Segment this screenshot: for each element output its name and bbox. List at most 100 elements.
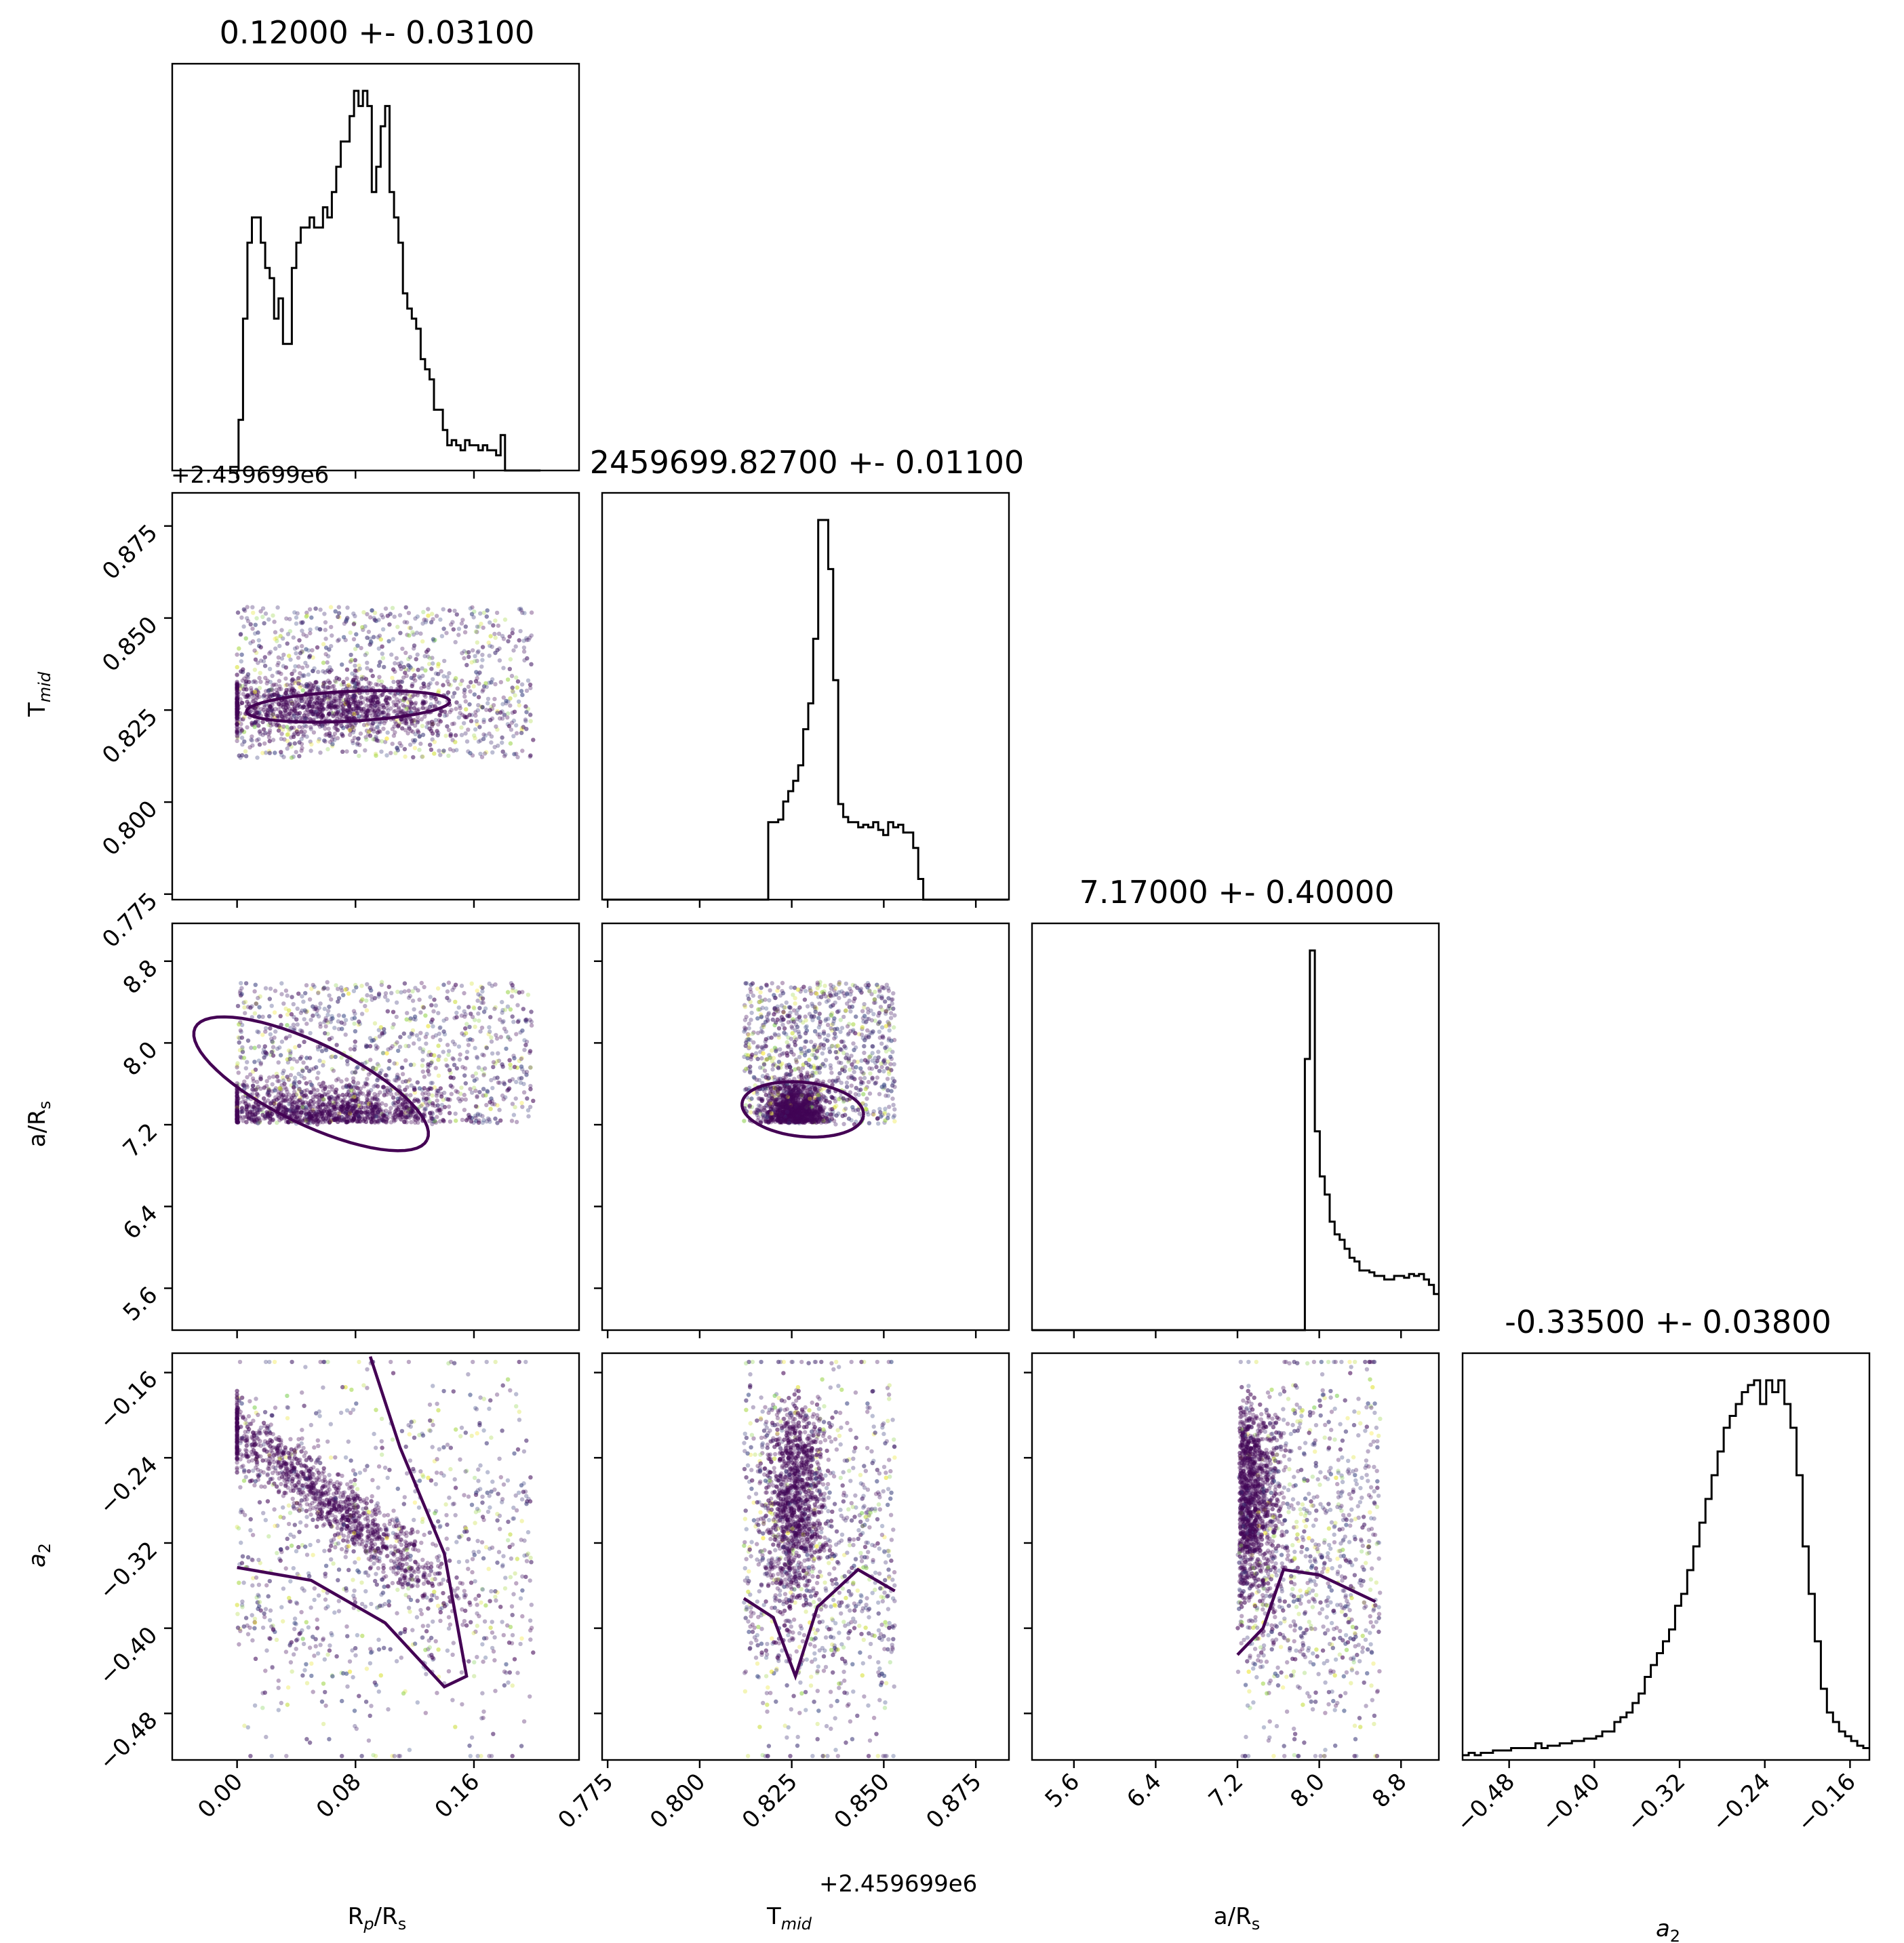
sample-point <box>270 683 275 688</box>
sample-point <box>480 1052 485 1057</box>
sample-point <box>454 1010 459 1016</box>
sample-point <box>449 708 454 713</box>
sample-point <box>276 1060 281 1065</box>
sample-point <box>370 713 374 719</box>
sample-point <box>285 641 290 646</box>
sample-point <box>387 1111 393 1116</box>
sample-point <box>375 730 380 735</box>
sample-point <box>327 993 332 998</box>
sample-point <box>426 647 431 652</box>
sample-point <box>404 721 409 726</box>
sample-point <box>245 1075 250 1080</box>
sample-point <box>319 705 324 710</box>
sample-point <box>235 686 239 691</box>
sample-point <box>316 669 321 675</box>
sample-point <box>390 605 395 610</box>
sample-point <box>380 652 384 656</box>
sample-point <box>497 658 502 663</box>
sample-point <box>431 677 435 682</box>
sample-point <box>257 675 262 681</box>
sample-point <box>529 1009 534 1014</box>
sample-point <box>273 637 277 641</box>
sample-point <box>256 1044 262 1049</box>
sample-point <box>514 1119 519 1125</box>
sample-point <box>381 685 386 689</box>
sample-point <box>235 664 239 670</box>
sample-point <box>475 640 479 645</box>
sample-point <box>309 748 313 753</box>
sample-point <box>286 1048 292 1053</box>
sample-point <box>319 723 325 728</box>
sample-point <box>337 715 342 720</box>
sample-point <box>273 1029 278 1034</box>
sample-point <box>351 622 357 626</box>
sample-point <box>351 611 356 616</box>
sample-point <box>334 711 339 717</box>
sample-point <box>408 1077 412 1082</box>
sample-point <box>467 713 472 717</box>
sample-point <box>394 656 399 660</box>
sample-point <box>374 710 379 715</box>
sample-point <box>300 705 305 710</box>
sample-point <box>250 605 255 609</box>
sample-point <box>264 713 269 717</box>
sample-point <box>529 1019 534 1024</box>
sample-point <box>489 740 494 745</box>
sample-point <box>501 1097 506 1102</box>
sample-point <box>454 676 458 681</box>
sample-point <box>357 666 363 671</box>
sample-point <box>492 1006 497 1011</box>
sample-point <box>458 682 463 687</box>
sample-point <box>524 688 530 693</box>
sample-point <box>425 721 430 725</box>
sample-point <box>258 670 262 675</box>
sample-point <box>295 1022 300 1027</box>
sample-point <box>328 665 332 670</box>
sample-point <box>353 673 357 678</box>
sample-point <box>509 994 515 999</box>
sample-point <box>488 717 493 723</box>
sample-point <box>298 620 304 625</box>
sample-point <box>299 1110 304 1115</box>
sample-point <box>343 987 348 992</box>
sample-point <box>385 730 390 735</box>
sample-point <box>364 1008 370 1013</box>
sample-point <box>442 713 448 718</box>
sample-point <box>285 702 290 708</box>
sample-point <box>235 719 239 724</box>
sample-point <box>504 698 509 704</box>
sample-point <box>437 748 441 753</box>
sample-point <box>235 610 241 615</box>
sample-point <box>383 606 389 611</box>
sample-point <box>442 658 447 664</box>
sample-point <box>283 665 289 670</box>
sample-point <box>336 1013 341 1018</box>
sample-point <box>511 1020 516 1024</box>
sample-point <box>264 681 269 685</box>
sample-point <box>445 675 450 679</box>
sample-point <box>495 710 500 715</box>
sample-point <box>517 638 521 643</box>
sample-point <box>443 1057 448 1062</box>
sample-point <box>345 1119 350 1125</box>
sample-point <box>289 725 294 730</box>
sample-point <box>389 652 394 657</box>
sample-point <box>500 740 504 745</box>
sample-point <box>441 1029 446 1034</box>
sample-point <box>517 703 521 708</box>
sample-point <box>475 1094 479 1099</box>
sample-point <box>420 673 425 679</box>
sample-point <box>277 670 281 675</box>
sample-point <box>357 753 361 759</box>
sample-point <box>243 981 249 986</box>
sample-point <box>243 1066 248 1070</box>
sample-point <box>460 1117 465 1123</box>
sample-point <box>361 675 366 680</box>
sample-point <box>419 717 424 722</box>
sample-point <box>428 995 433 999</box>
sample-point <box>505 677 511 682</box>
sample-point <box>308 1104 313 1109</box>
sample-point <box>235 703 240 708</box>
sample-point <box>260 750 265 755</box>
sample-point <box>383 991 389 996</box>
